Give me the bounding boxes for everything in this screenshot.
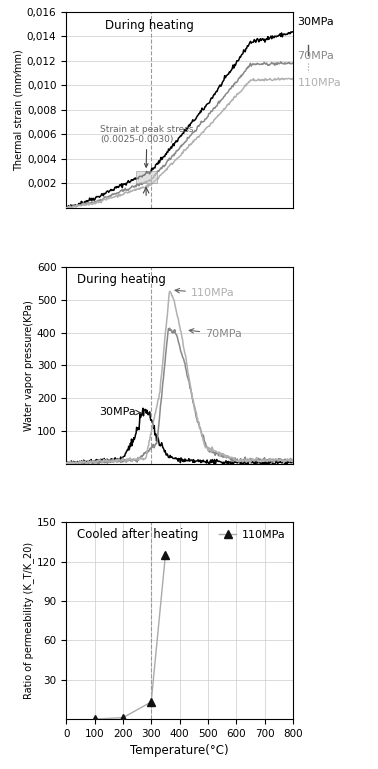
Text: 70MPa: 70MPa (189, 328, 242, 339)
Bar (136, 171, 157, 184)
Text: 30MPa: 30MPa (99, 407, 141, 417)
Text: 110MPa: 110MPa (297, 78, 341, 88)
Text: During heating: During heating (105, 19, 194, 32)
X-axis label: Temperature(°C): Temperature(°C) (130, 744, 229, 757)
Text: Strain at peak stress
(0.0025-0.0030): Strain at peak stress (0.0025-0.0030) (100, 125, 194, 167)
Text: 110MPa: 110MPa (175, 288, 235, 298)
Y-axis label: Water vapor pressure(KPa): Water vapor pressure(KPa) (24, 300, 34, 431)
Y-axis label: Ratio of permeability (K_T/K_20): Ratio of permeability (K_T/K_20) (23, 542, 34, 699)
Y-axis label: Thermal strain (mm⁄mm): Thermal strain (mm⁄mm) (14, 49, 24, 171)
Text: Cooled after heating: Cooled after heating (77, 528, 199, 541)
Text: During heating: During heating (77, 273, 166, 286)
Legend: 110MPa: 110MPa (217, 528, 287, 542)
Text: 30MPa: 30MPa (297, 18, 334, 28)
Text: 70MPa: 70MPa (297, 51, 335, 61)
